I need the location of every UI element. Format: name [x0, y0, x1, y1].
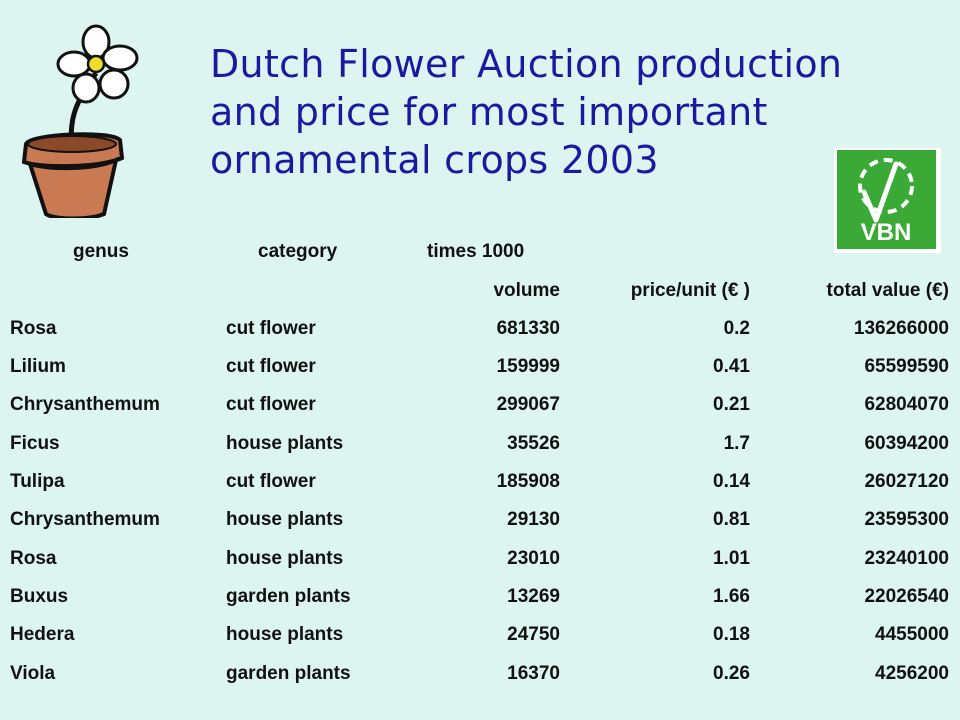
cell-price: 1.66 [713, 586, 750, 607]
cell-volume: 23010 [507, 548, 560, 569]
cell-total: 4455000 [875, 624, 949, 645]
cell-total: 4256200 [875, 663, 949, 684]
cell-category: garden plants [226, 663, 351, 684]
cell-volume: 35526 [507, 433, 560, 454]
cell-price: 1.7 [723, 433, 750, 454]
table-header-row-2: volume price/unit (€ ) total value (€) [0, 276, 960, 306]
cell-genus: Ficus [10, 433, 60, 454]
cell-total: 23240100 [864, 548, 949, 569]
svg-text:VBN: VBN [861, 219, 912, 246]
cell-genus: Viola [10, 663, 56, 684]
title-line-3: ornamental crops 2003 [210, 138, 659, 182]
cell-category: garden plants [226, 586, 351, 607]
cell-category: house plants [226, 548, 344, 569]
cell-genus: Tulipa [10, 471, 65, 492]
table-row: Chrysanthemum house plants 29130 0.81 23… [0, 505, 960, 535]
cell-volume: 13269 [507, 586, 560, 607]
cell-price: 0.26 [713, 663, 750, 684]
header-genus: genus [73, 241, 129, 262]
header-times-1000: times 1000 [427, 241, 525, 262]
cell-genus: Hedera [10, 624, 75, 645]
cell-volume: 159999 [496, 356, 560, 377]
cell-volume: 299067 [496, 394, 560, 415]
table-header-row-1: genus category times 1000 [0, 237, 960, 267]
title-line-2: and price for most important [210, 90, 768, 134]
cell-volume: 16370 [507, 663, 560, 684]
table-row: Ficus house plants 35526 1.7 60394200 [0, 429, 960, 459]
cell-category: cut flower [226, 471, 316, 492]
cell-category: house plants [226, 624, 344, 645]
table-row: Rosa house plants 23010 1.01 23240100 [0, 544, 960, 574]
cell-category: house plants [226, 509, 344, 530]
cell-genus: Buxus [10, 586, 69, 607]
cell-total: 136266000 [853, 318, 949, 339]
cell-category: cut flower [226, 318, 316, 339]
cell-category: cut flower [226, 394, 316, 415]
cell-genus: Rosa [10, 548, 57, 569]
vbn-logo: VBN [834, 148, 941, 253]
header-price-per-unit: price/unit (€ ) [630, 280, 750, 301]
title-line-1: Dutch Flower Auction production [210, 42, 843, 86]
cell-price: 0.41 [713, 356, 750, 377]
table-row: Tulipa cut flower 185908 0.14 26027120 [0, 467, 960, 497]
cell-total: 22026540 [864, 586, 949, 607]
cell-total: 60394200 [864, 433, 949, 454]
cell-genus: Rosa [10, 318, 57, 339]
cell-genus: Chrysanthemum [10, 394, 160, 415]
header-total-value: total value (€) [826, 280, 949, 301]
cell-price: 0.18 [713, 624, 750, 645]
cell-category: cut flower [226, 356, 316, 377]
cell-volume: 185908 [496, 471, 560, 492]
header-volume: volume [493, 280, 560, 301]
cell-genus: Chrysanthemum [10, 509, 160, 530]
cell-volume: 24750 [507, 624, 560, 645]
flower-pot-icon [21, 24, 139, 218]
cell-genus: Lilium [10, 356, 66, 377]
cell-price: 1.01 [713, 548, 750, 569]
cell-price: 0.81 [713, 509, 750, 530]
table-row: Lilium cut flower 159999 0.41 65599590 [0, 352, 960, 382]
table-row: Rosa cut flower 681330 0.2 136266000 [0, 314, 960, 344]
page-title: Dutch Flower Auction production and pric… [210, 40, 910, 184]
cell-category: house plants [226, 433, 344, 454]
cell-volume: 681330 [496, 318, 560, 339]
table-row: Hedera house plants 24750 0.18 4455000 [0, 620, 960, 650]
cell-price: 0.14 [713, 471, 750, 492]
table-row: Viola garden plants 16370 0.26 4256200 [0, 659, 960, 689]
table-row: Buxus garden plants 13269 1.66 22026540 [0, 582, 960, 612]
cell-total: 62804070 [864, 394, 949, 415]
cell-total: 23595300 [864, 509, 949, 530]
header-category: category [258, 241, 338, 262]
table-row: Chrysanthemum cut flower 299067 0.21 628… [0, 390, 960, 420]
cell-price: 0.21 [713, 394, 750, 415]
cell-total: 26027120 [864, 471, 949, 492]
cell-total: 65599590 [864, 356, 949, 377]
cell-volume: 29130 [507, 509, 560, 530]
cell-price: 0.2 [723, 318, 750, 339]
